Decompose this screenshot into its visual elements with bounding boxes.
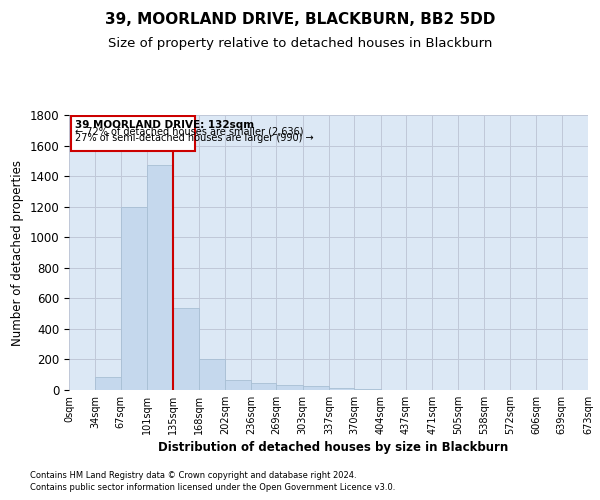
Text: 39, MOORLAND DRIVE, BLACKBURN, BB2 5DD: 39, MOORLAND DRIVE, BLACKBURN, BB2 5DD: [105, 12, 495, 28]
Text: 39 MOORLAND DRIVE: 132sqm: 39 MOORLAND DRIVE: 132sqm: [75, 120, 254, 130]
Text: Contains public sector information licensed under the Open Government Licence v3: Contains public sector information licen…: [30, 483, 395, 492]
Bar: [173, 308, 199, 390]
Text: ← 72% of detached houses are smaller (2,636): ← 72% of detached houses are smaller (2,…: [75, 126, 304, 136]
Bar: [251, 383, 277, 390]
Bar: [121, 206, 147, 390]
Text: Contains HM Land Registry data © Crown copyright and database right 2024.: Contains HM Land Registry data © Crown c…: [30, 472, 356, 480]
Bar: [329, 388, 355, 390]
Bar: [199, 358, 225, 390]
Y-axis label: Number of detached properties: Number of detached properties: [11, 160, 24, 346]
Text: 27% of semi-detached houses are larger (990) →: 27% of semi-detached houses are larger (…: [75, 132, 314, 142]
Text: Size of property relative to detached houses in Blackburn: Size of property relative to detached ho…: [108, 38, 492, 51]
Text: Distribution of detached houses by size in Blackburn: Distribution of detached houses by size …: [158, 441, 508, 454]
Bar: [277, 386, 302, 390]
Bar: [95, 376, 121, 390]
Bar: [302, 386, 329, 390]
Bar: [225, 380, 251, 390]
Bar: [147, 166, 173, 390]
Bar: [355, 389, 380, 390]
FancyBboxPatch shape: [71, 116, 195, 151]
